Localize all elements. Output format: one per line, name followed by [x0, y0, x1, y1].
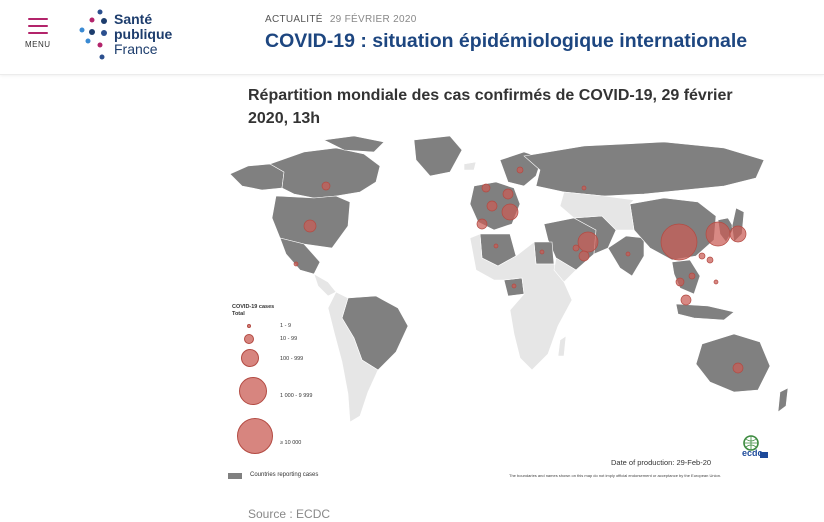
bubble-thailand: [675, 277, 685, 287]
bubble-china: [660, 223, 698, 261]
bubble-kuwait: [572, 244, 580, 252]
production-date: Date of production: 29-Feb-20: [611, 458, 712, 467]
legend-label-5: ≥ 10 000: [280, 440, 302, 446]
legend-countries-swatch: [228, 473, 242, 479]
map-russia: [523, 141, 765, 197]
bubble-egypt: [539, 249, 545, 255]
bubble-taiwan: [706, 256, 714, 264]
map-south-america-rest: [327, 291, 379, 423]
legend-label-2: 10 - 99: [280, 336, 298, 342]
logo-dots-icon: [79, 9, 107, 60]
map-south-asia: [607, 235, 645, 277]
site-logo[interactable]: Santé publique France: [74, 8, 184, 66]
bubble-australia: [732, 362, 744, 374]
map-canada: [269, 147, 381, 199]
bubble-france: [486, 200, 498, 212]
map-madagascar: [557, 335, 567, 357]
map-indonesia: [675, 303, 735, 321]
bubble-nigeria: [511, 283, 517, 289]
legend-title: COVID-19 cases Total: [232, 304, 274, 318]
menu-button[interactable]: MENU: [20, 14, 58, 54]
bubble-algeria: [493, 243, 499, 249]
map-central-america: [313, 273, 337, 297]
map-svg: [229, 135, 789, 423]
map-legend: COVID-19 cases Total 1 - 9 10 - 99 100 -…: [232, 304, 342, 464]
bubble-uk: [481, 183, 491, 193]
world-map: [224, 130, 794, 485]
logo-line-2: publique: [114, 26, 173, 42]
map-disclaimer: The boundaries and names shown on this m…: [509, 473, 722, 478]
bubble-iran: [577, 231, 599, 253]
kicker-category: ACTUALITÉ: [265, 14, 323, 25]
legend-bubble-2: [244, 334, 254, 344]
bubble-korea: [705, 221, 731, 247]
map-africa-rest: [469, 233, 573, 371]
map-arabia-rest: [553, 257, 577, 283]
bubble-sweden: [516, 166, 524, 174]
article-kicker: ACTUALITÉ 29 FÉVRIER 2020: [265, 14, 417, 25]
legend-label-4: 1 000 - 9 999: [280, 393, 313, 399]
map-iceland: [463, 161, 477, 171]
legend-countries-label: Countries reporting cases: [250, 472, 319, 478]
legend-bubble-1: [247, 324, 251, 328]
hamburger-icon: [28, 18, 48, 39]
figure-title: Répartition mondiale des cas confirmés d…: [248, 87, 733, 127]
map-central-asia: [559, 191, 635, 231]
bubble-mexico: [293, 261, 299, 267]
bubble-russia: [581, 185, 587, 191]
logo-line-3: France: [114, 41, 158, 57]
ecdc-logo: ecdc: [740, 434, 776, 464]
ecdc-globe-icon: [743, 435, 768, 458]
bubble-italy: [501, 203, 519, 221]
legend-label-3: 100 - 999: [280, 356, 304, 362]
bubble-hongkong: [698, 252, 706, 260]
bubble-india: [625, 251, 631, 257]
map-canada-arctic: [322, 135, 385, 153]
bubble-gulf: [578, 250, 590, 262]
site-header: MENU Santé publique France ACTUALITÉ 29 …: [0, 0, 824, 75]
bubble-japan: [729, 225, 747, 243]
bubble-usa: [303, 219, 317, 233]
legend-bubble-5: [237, 418, 273, 454]
legend-title-2: Total: [232, 311, 245, 317]
figure-source: Source : ECDC: [248, 507, 331, 521]
logo-line-1: Santé: [114, 11, 153, 27]
legend-label-1: 1 - 9: [280, 323, 292, 329]
map-greenland: [413, 135, 463, 177]
bubble-vietnam: [688, 272, 696, 280]
map-southeast-asia: [671, 259, 701, 295]
bubble-canada: [321, 181, 331, 191]
article-date: 29 FÉVRIER 2020: [329, 14, 417, 25]
map-australia: [695, 333, 771, 393]
legend-bubble-3: [241, 349, 259, 367]
map-new-zealand: [777, 387, 789, 413]
menu-label: MENU: [25, 40, 51, 49]
bubble-spain: [476, 218, 488, 230]
legend-bubble-4: [239, 377, 267, 405]
bubble-philippines: [713, 279, 719, 285]
legend-title-1: COVID-19 cases: [232, 304, 275, 310]
bubble-singapore: [680, 294, 692, 306]
ecdc-logo-text: ecdc: [742, 448, 763, 458]
bubble-germany: [502, 188, 514, 200]
page-title: COVID-19 : situation épidémiologique int…: [265, 30, 748, 52]
map-alaska: [229, 163, 285, 191]
